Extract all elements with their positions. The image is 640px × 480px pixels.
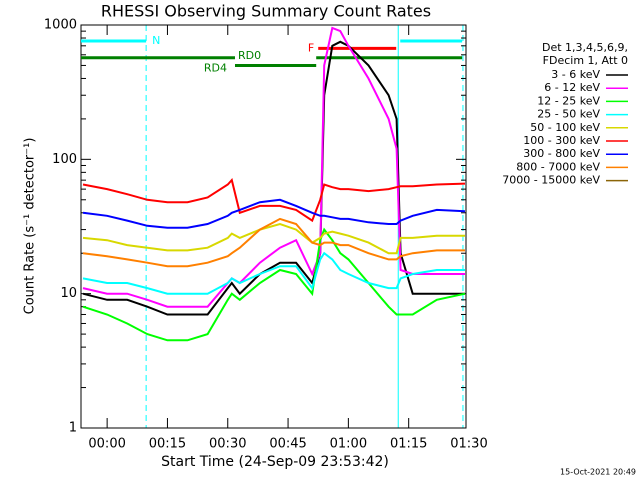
- y-tick-label: 100: [52, 152, 77, 167]
- series-line: [82, 178, 466, 223]
- legend-title: Det 1,3,4,5,6,9,: [542, 41, 628, 54]
- y-tick-label: 1000: [44, 18, 77, 33]
- y-axis-label: Count Rate (s⁻¹ detector⁻¹): [23, 138, 38, 315]
- series-line: [82, 26, 465, 308]
- chart-title: RHESSI Observing Summary Count Rates: [101, 2, 431, 21]
- x-tick-label: 00:00: [88, 437, 125, 452]
- flag-label: F: [308, 41, 314, 54]
- legend-label: 7000 - 15000 keV: [502, 174, 600, 187]
- series-line: [82, 222, 465, 255]
- y-tick-label: 10: [60, 286, 77, 301]
- x-axis-label: Start Time (24-Sep-09 23:53:42): [161, 454, 389, 470]
- legend-label: 6 - 12 keV: [544, 81, 600, 94]
- legend-label: 12 - 25 keV: [537, 94, 600, 107]
- x-tick-label: 01:15: [390, 437, 427, 452]
- x-tick-label: 00:45: [269, 437, 306, 452]
- series-line: [82, 227, 466, 342]
- y-tick-label: 1: [69, 421, 77, 436]
- flag-label: N: [152, 34, 160, 47]
- x-tick-label: 00:30: [209, 437, 246, 452]
- legend-title: FDecim 1, Att 0: [543, 54, 628, 67]
- series-line: [82, 217, 465, 268]
- x-tick-label: 01:30: [450, 437, 487, 452]
- plot-frame: [80, 24, 467, 429]
- legend-label: 300 - 800 keV: [523, 147, 600, 160]
- legend-label: 100 - 300 keV: [523, 134, 600, 147]
- x-tick-label: 00:15: [149, 437, 186, 452]
- x-tick-label: 01:00: [330, 437, 367, 452]
- series-line: [82, 198, 466, 229]
- legend-label: 25 - 50 keV: [537, 108, 600, 121]
- legend-label: 50 - 100 keV: [530, 121, 600, 134]
- legend-label: 800 - 7000 keV: [516, 160, 600, 173]
- flag-label: RD0: [238, 49, 261, 62]
- footer: 15-Oct-2021 20:49: [560, 468, 636, 477]
- series-line: [82, 40, 465, 316]
- legend-label: 3 - 6 keV: [551, 68, 600, 81]
- flag-label: RD4: [204, 61, 227, 74]
- series-line: [82, 251, 465, 295]
